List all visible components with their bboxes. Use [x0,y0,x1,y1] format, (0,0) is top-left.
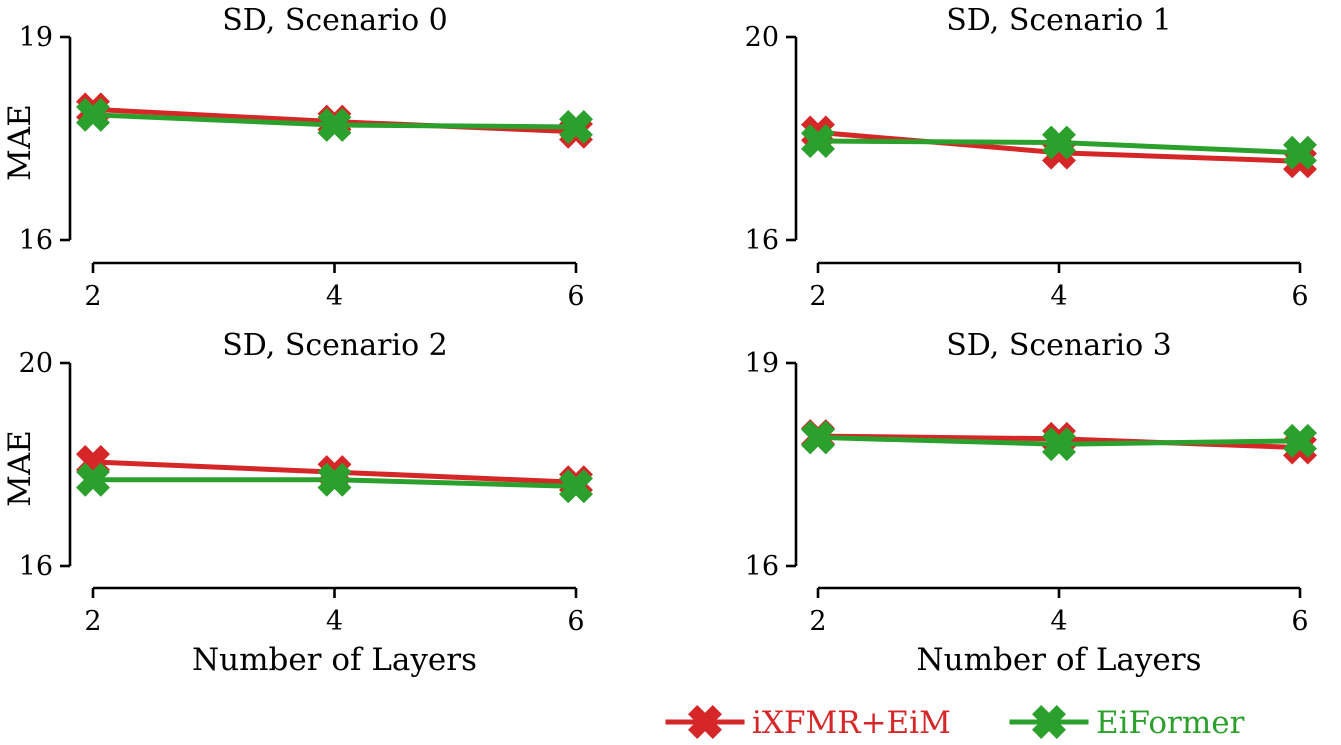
data-point-marker [1042,125,1076,160]
legend-marker-ixfmr-eim [688,705,722,739]
x-tick-label: 6 [567,606,584,637]
data-point-marker [317,107,352,142]
data-point-marker [1283,135,1317,170]
series-eiformer [76,462,593,504]
y-tick-label: 16 [745,551,779,582]
x-axis-label: Number of Layers [917,642,1202,678]
y-axis-label: MAE [2,104,38,181]
data-point-marker [76,97,110,132]
x-tick-label: 2 [84,606,101,637]
x-axis-label: Number of Layers [192,642,477,678]
series-eiformer [76,97,593,144]
legend-label-ixfmr-eim: iXFMR+EiM [752,705,951,741]
subplot-title: SD, Scenario 2 [222,328,448,363]
subplot-3: SD, Scenario 3 16 19 2 4 6 Number of Layers [745,328,1317,678]
y-tick-label: 19 [745,348,779,379]
series-eiformer [801,420,1317,462]
y-tick-label: 16 [19,225,53,256]
legend-item-ixfmr-eim: iXFMR+EiM [665,705,951,741]
x-tick-label: 2 [809,281,826,312]
y-tick-label: 16 [745,225,779,256]
y-tick-label: 20 [745,22,779,53]
data-point-marker [559,110,593,144]
y-tick-label: 20 [19,348,53,379]
legend-item-eiformer: EiFormer [1009,705,1245,741]
data-point-marker [317,462,352,497]
y-tick-label: 19 [19,22,53,53]
x-tick-label: 6 [1291,606,1308,637]
y-tick-label: 16 [19,551,53,582]
x-tick-label: 4 [326,606,343,637]
subplot-title: SD, Scenario 0 [222,3,448,38]
data-point-marker [801,124,835,159]
x-tick-label: 2 [809,606,826,637]
data-point-marker [1283,423,1317,458]
x-tick-label: 4 [1050,281,1067,312]
x-tick-label: 4 [326,281,343,312]
subplot-title: SD, Scenario 3 [946,328,1172,363]
legend: iXFMR+EiM EiFormer [665,705,1245,741]
data-point-marker [559,469,593,504]
x-tick-label: 2 [84,281,101,312]
series-eiformer [801,124,1317,170]
x-tick-label: 6 [567,281,584,312]
data-point-marker [1042,427,1076,462]
y-axis-label: MAE [2,430,38,507]
x-tick-label: 4 [1050,606,1067,637]
subplots-container: SD, Scenario 0 16 19 2 4 6 MAE SD, Scenario 1 16… [2,3,1317,678]
data-point-marker [76,462,110,497]
data-point-marker [801,420,835,455]
x-tick-label: 6 [1291,281,1308,312]
subplot-title: SD, Scenario 1 [946,3,1172,38]
subplot-0: SD, Scenario 0 16 19 2 4 6 MAE [2,3,593,312]
legend-marker-eiformer [1032,705,1066,739]
legend-label-eiformer: EiFormer [1096,705,1245,741]
